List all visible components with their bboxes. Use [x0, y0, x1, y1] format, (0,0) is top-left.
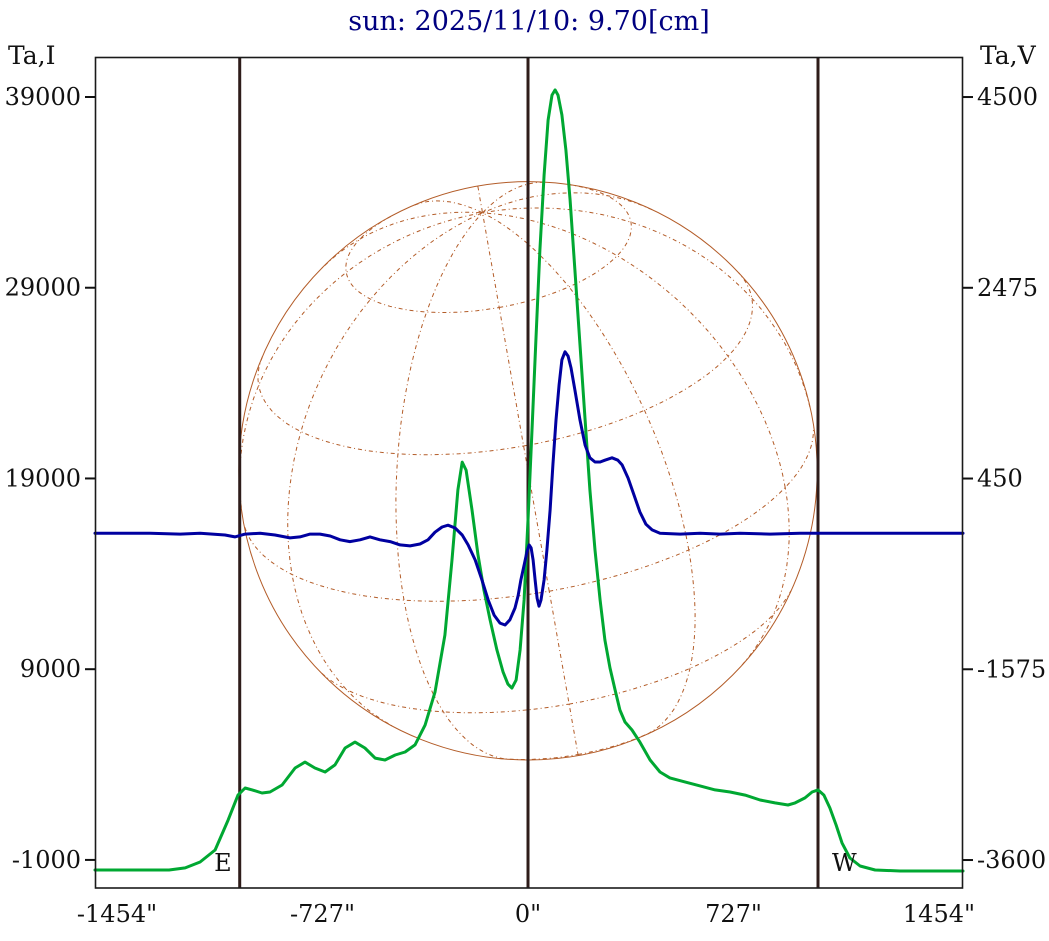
solar-grid-line — [287, 192, 653, 728]
axis-ticks-and-labels: 39000 29000 19000 9000 -1000 4500 2475 450 -1575… — [5, 83, 1047, 928]
x-tick-label: 1454" — [903, 900, 975, 928]
x-tick-label: 727" — [705, 900, 762, 928]
right-tick-label: -3600 — [977, 846, 1046, 874]
chart-title: sun: 2025/11/10: 9.70[cm] — [348, 6, 710, 37]
ta-v-curve — [93, 350, 965, 627]
plot-frame — [94, 56, 964, 889]
solar-grid-line — [321, 590, 792, 714]
left-axis-label: Ta,I — [8, 41, 55, 70]
x-tick-label: -727" — [290, 900, 355, 928]
ta-i-curve — [93, 88, 965, 873]
limb-marker-lines — [238, 57, 820, 888]
curves — [93, 88, 965, 873]
solar-grid-line — [477, 186, 579, 756]
left-tick-label: 29000 — [5, 274, 81, 302]
solar-grid-line — [244, 426, 814, 602]
x-tick-label: -1454" — [77, 900, 157, 928]
right-tick-label: 450 — [977, 465, 1023, 493]
x-tick-label: 0" — [515, 900, 541, 928]
solar-grid-line — [498, 730, 655, 760]
solar-grid-line — [321, 211, 790, 666]
left-tick-label: 9000 — [20, 655, 81, 683]
solar-grid-line — [239, 207, 811, 508]
right-tick-label: 4500 — [977, 83, 1038, 111]
right-axis-label: Ta,V — [980, 41, 1037, 70]
left-tick-label: -1000 — [12, 846, 81, 874]
right-tick-label: 2475 — [977, 274, 1038, 302]
left-tick-label: 39000 — [5, 83, 81, 111]
solar-grid-line — [257, 272, 754, 456]
west-limb-label: W — [832, 849, 857, 877]
left-tick-label: 19000 — [5, 464, 81, 492]
solar-grid-line — [414, 200, 696, 735]
solar-grid-line — [395, 181, 544, 760]
right-tick-label: -1575 — [977, 655, 1046, 683]
east-limb-label: E — [214, 849, 232, 877]
solar-grid-line — [345, 184, 632, 313]
